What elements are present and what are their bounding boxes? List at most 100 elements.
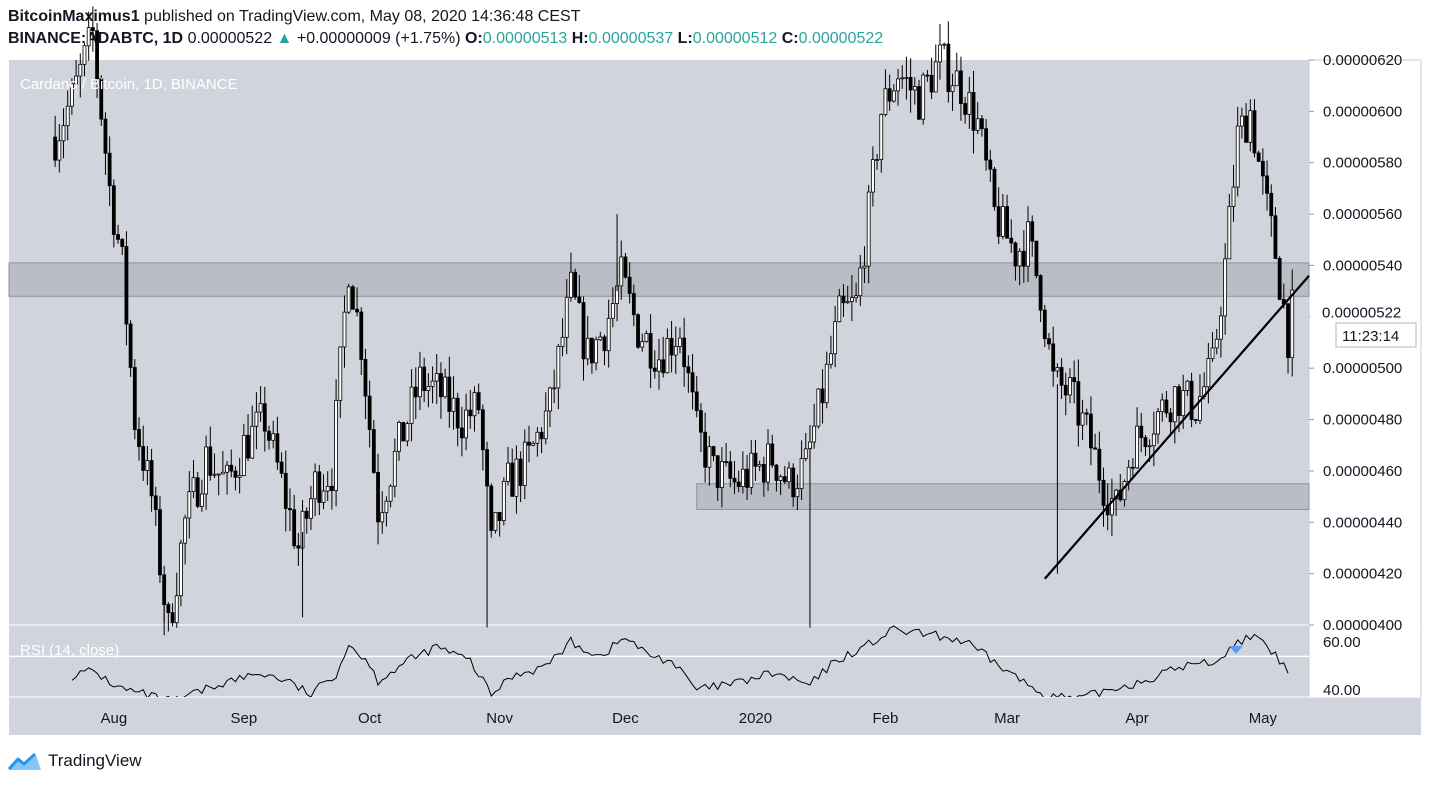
countdown-box: [1335, 322, 1417, 348]
candle-up: [1068, 377, 1072, 396]
candle-up: [1219, 315, 1223, 340]
candles: [53, 6, 1295, 636]
candle-down: [132, 367, 137, 430]
candle-down: [166, 604, 171, 614]
candle-up: [673, 345, 678, 356]
candle-up: [241, 434, 246, 476]
candle-down: [686, 366, 691, 374]
x-tick-label: Apr: [1125, 710, 1148, 727]
candle-up: [313, 471, 318, 500]
candle-down: [1063, 384, 1068, 396]
candle-down: [602, 336, 607, 352]
candle-down: [288, 508, 292, 511]
candle-down: [539, 431, 544, 440]
candle-down: [1273, 215, 1278, 259]
candle-down: [510, 462, 515, 497]
candle-up: [1172, 386, 1177, 423]
candle-up: [258, 403, 263, 413]
candle-down: [791, 467, 796, 498]
candle-down: [422, 366, 427, 392]
candle-up: [1198, 396, 1202, 421]
candle-up: [904, 77, 909, 79]
y-tick-label: 0.00000600: [1323, 103, 1402, 120]
tradingview-brand[interactable]: TradingView: [48, 751, 142, 770]
candle-up: [1240, 115, 1244, 127]
candle-up: [464, 409, 468, 439]
candle-up: [875, 159, 879, 161]
x-tick-label: 2020: [739, 710, 772, 727]
candle-down: [1269, 192, 1274, 217]
chart-canvas[interactable]: Cardano / Bitcoin, 1D, BINANCE 0.00000400…: [0, 0, 1430, 745]
candle-down: [1051, 343, 1056, 372]
candle-down: [732, 477, 737, 483]
candle-up: [493, 512, 498, 531]
candle-down: [195, 477, 200, 507]
candle-up: [766, 443, 770, 483]
candle-down: [984, 128, 988, 161]
candle-up: [338, 346, 343, 401]
candle-down: [371, 429, 376, 473]
x-tick-label: Dec: [612, 710, 639, 727]
candle-down: [971, 92, 976, 131]
candle-down: [476, 392, 481, 411]
candle-up: [514, 458, 519, 497]
candle-down: [376, 472, 380, 523]
candle-up: [854, 295, 858, 299]
author-link[interactable]: BitcoinMaximus1: [8, 8, 140, 25]
candle-down: [1277, 258, 1282, 300]
candle-down: [137, 429, 141, 447]
candle-down: [1093, 447, 1098, 450]
candle-down: [715, 455, 720, 488]
candle-up: [397, 421, 401, 452]
candle-up: [556, 345, 561, 389]
candle-up: [1000, 206, 1005, 237]
candle-down: [1042, 309, 1047, 340]
candle-down: [963, 103, 968, 115]
candle-down: [95, 30, 99, 80]
candle-up: [1235, 125, 1240, 188]
candle-down: [1038, 275, 1043, 311]
footer: TradingView: [8, 750, 142, 772]
candle-down: [1177, 386, 1181, 416]
candle-down: [917, 86, 921, 120]
candle-down: [460, 427, 464, 439]
candle-up: [57, 140, 62, 161]
high-value: 0.00000537: [588, 30, 674, 47]
candle-up: [1147, 445, 1152, 448]
candle-up: [1055, 367, 1060, 372]
candle-down: [577, 296, 582, 303]
candle-down: [925, 74, 930, 77]
candle-down: [468, 409, 473, 417]
candle-down: [367, 395, 372, 430]
candle-down: [1252, 110, 1257, 154]
candle-up: [921, 74, 926, 120]
candle-up: [1026, 221, 1030, 267]
candle-down: [401, 421, 406, 442]
candle-up: [891, 90, 896, 102]
candle-up: [506, 462, 510, 482]
candle-up: [1227, 205, 1232, 260]
candle-down: [296, 545, 301, 549]
candle-down: [120, 238, 125, 247]
candle-up: [237, 475, 242, 478]
chart-title: Cardano / Bitcoin, 1D, BINANCE: [20, 76, 238, 93]
candle-up: [757, 464, 762, 467]
candle-down: [699, 410, 703, 433]
candle-up: [346, 286, 351, 313]
candle-down: [1265, 175, 1269, 194]
candle-down: [1084, 412, 1089, 415]
candle-down: [581, 302, 586, 360]
countdown-label: 11:23:14: [1342, 328, 1399, 345]
y-tick-label: 0.00000400: [1323, 617, 1402, 634]
candle-down: [1047, 338, 1051, 345]
candle-up: [1110, 498, 1114, 516]
candle-up: [816, 388, 821, 427]
candle-up: [74, 75, 78, 85]
candle-up: [86, 27, 91, 47]
candle-down: [736, 481, 741, 487]
candle-down: [53, 136, 58, 161]
candle-up: [896, 78, 900, 92]
candle-down: [262, 403, 267, 432]
candle-down: [694, 391, 699, 412]
candle-up: [254, 411, 259, 427]
